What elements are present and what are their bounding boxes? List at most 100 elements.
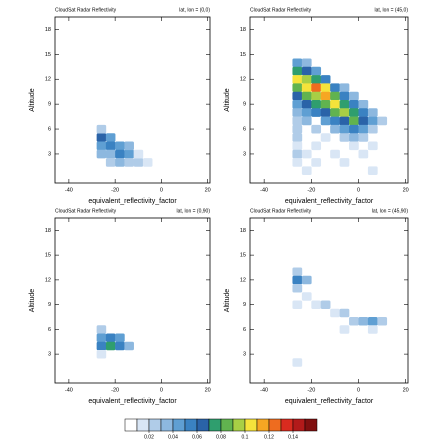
heat-cell: [349, 91, 359, 101]
y-axis-label: Altitude: [224, 88, 231, 111]
heat-cell: [115, 341, 125, 351]
y-tick-label: 18: [240, 228, 246, 234]
heat-cell: [105, 333, 116, 343]
panel-title: CloudSat Radar Reflectivity: [250, 7, 312, 13]
heat-cell: [105, 341, 116, 351]
heat-cell: [292, 91, 303, 101]
heat-cell: [292, 267, 303, 277]
heat-cell: [292, 275, 303, 285]
heat-cell: [320, 133, 331, 142]
heat-cell: [320, 100, 331, 109]
heat-cell: [301, 108, 312, 117]
panel-title: CloudSat Radar Reflectivity: [250, 208, 312, 214]
heat-cell: [301, 66, 312, 76]
y-tick-label: 9: [48, 302, 51, 308]
colorbar-swatch: [268, 418, 282, 432]
heat-cell: [292, 100, 303, 109]
heat-cell: [311, 66, 322, 76]
heat-cell: [124, 341, 134, 351]
heat-cell: [330, 83, 340, 92]
plot-frame: [54, 217, 211, 384]
heat-cell: [301, 166, 312, 175]
colorbar-swatch: [172, 418, 186, 432]
colorbar-swatch: [232, 418, 246, 432]
heat-cell: [330, 100, 340, 109]
colorbar-tick-label: 0.04: [168, 434, 178, 440]
heat-cell: [105, 158, 116, 167]
heat-cell: [339, 108, 350, 117]
colorbar-swatch: [148, 418, 162, 432]
heat-cell: [292, 358, 303, 367]
y-tick-label: 9: [48, 102, 51, 108]
colorbar-tick-label: 0.06: [192, 434, 202, 440]
heat-cell: [292, 300, 303, 310]
colorbar-swatch: [256, 418, 270, 432]
y-tick-label: 15: [45, 52, 51, 58]
x-tick-label: 20: [205, 387, 211, 393]
x-tick-label: -40: [65, 387, 73, 393]
heat-cell: [320, 300, 331, 310]
heat-cell: [301, 75, 312, 84]
heat-cell: [311, 300, 322, 310]
panel-subtitle: lat, lon = (45,0): [375, 7, 409, 13]
x-axis-label: equivalent_reflectivity_factor: [285, 198, 374, 205]
heat-cell: [349, 100, 359, 109]
heat-cell: [292, 158, 303, 167]
heat-cell: [311, 83, 322, 92]
y-tick-label: 18: [45, 228, 51, 234]
panel-title: CloudSat Radar Reflectivity: [55, 7, 117, 13]
heat-cell: [96, 333, 107, 343]
heat-cell: [377, 116, 388, 126]
heat-cell: [320, 108, 331, 117]
y-tick-label: 6: [48, 127, 51, 133]
heat-cell: [377, 317, 388, 326]
heat-cell: [96, 350, 107, 359]
heat-cell: [96, 325, 107, 334]
y-tick-label: 3: [243, 352, 246, 358]
y-tick-label: 3: [48, 151, 51, 157]
y-tick-label: 12: [240, 77, 246, 83]
colorbar-swatch: [196, 418, 210, 432]
plot-frame: [249, 16, 409, 184]
heat-cell: [301, 100, 312, 109]
y-tick-label: 12: [45, 277, 51, 283]
y-tick-label: 3: [243, 151, 246, 157]
x-tick-label: 20: [403, 187, 409, 193]
y-tick-label: 15: [240, 52, 246, 58]
x-tick-label: 20: [403, 387, 409, 393]
heat-cell: [311, 100, 322, 109]
x-tick-label: -40: [260, 387, 268, 393]
heat-cell: [301, 149, 312, 159]
heat-cell: [339, 83, 350, 92]
heat-cell: [367, 116, 378, 126]
heat-cell: [292, 58, 303, 68]
heat-cell: [339, 124, 350, 134]
colorbar-swatch: [304, 418, 318, 432]
panel-subtitle: lat, lon = (0,90): [177, 208, 211, 214]
y-tick-label: 6: [48, 327, 51, 333]
heat-cell: [115, 149, 125, 159]
plot-frame: [249, 217, 409, 384]
x-tick-label: 20: [205, 187, 211, 193]
y-axis-label: Altitude: [224, 289, 231, 312]
colorbar-swatch: [160, 418, 174, 432]
heat-cell: [358, 108, 369, 117]
heat-cell: [349, 141, 359, 151]
x-tick-label: -20: [111, 187, 119, 193]
heat-cell: [105, 141, 116, 151]
panel-title: CloudSat Radar Reflectivity: [55, 208, 117, 214]
y-tick-label: 3: [48, 352, 51, 358]
heat-cell: [133, 149, 144, 159]
y-tick-label: 9: [243, 102, 246, 108]
y-axis-label: Altitude: [29, 88, 36, 111]
heat-cell: [96, 341, 107, 351]
colorbar-tick-label: 0.1: [242, 434, 249, 440]
plot-area: [292, 267, 388, 367]
heat-cell: [339, 308, 350, 318]
colorbar-swatch: [280, 418, 294, 432]
colorbar-swatch: [244, 418, 258, 432]
colorbar-swatch: [136, 418, 150, 432]
heat-cell: [330, 91, 340, 101]
heat-cell: [96, 149, 107, 159]
